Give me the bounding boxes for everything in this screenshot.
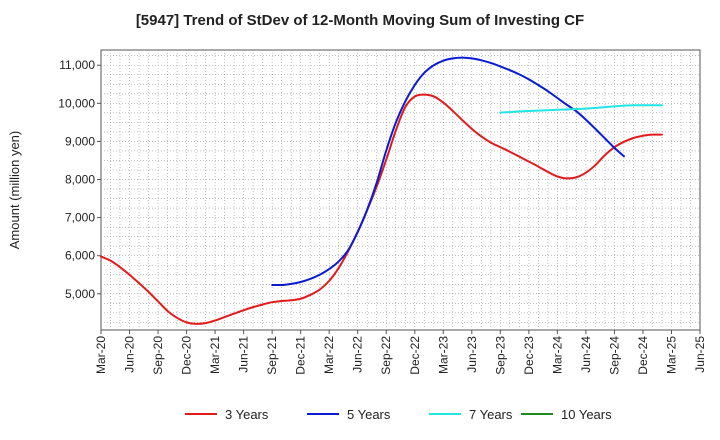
x-tick-label: Mar-24 (550, 336, 564, 374)
x-tick-label: Mar-25 (664, 336, 678, 374)
x-tick-label: Sep-23 (493, 336, 507, 375)
x-tick-label: Sep-24 (607, 336, 621, 375)
y-tick-label: 6,000 (65, 249, 95, 263)
legend-label-7-years: 7 Years (469, 407, 513, 422)
legend-label-5-years: 5 Years (347, 407, 391, 422)
x-tick-label: Mar-20 (94, 336, 108, 374)
legend-label-3-years: 3 Years (225, 407, 269, 422)
y-tick-label: 7,000 (65, 211, 95, 225)
x-tick-label: Jun-20 (123, 336, 137, 373)
plot-area (100, 49, 701, 331)
x-tick-label: Jun-24 (579, 336, 593, 373)
x-tick-label: Dec-24 (636, 336, 650, 375)
x-tick-label: Dec-21 (294, 336, 308, 375)
x-tick-label: Jun-21 (237, 336, 251, 373)
y-tick-label: 5,000 (65, 287, 95, 301)
x-tick-label: Jun-22 (351, 336, 365, 373)
x-tick-label: Sep-20 (151, 336, 165, 375)
series-line-3-years (100, 93, 663, 325)
y-tick-label: 11,000 (59, 58, 95, 72)
y-tick-label: 9,000 (65, 134, 95, 148)
x-tick-label: Dec-22 (408, 336, 422, 375)
y-tick-label: 8,000 (65, 173, 95, 187)
x-tick-label: Sep-21 (265, 336, 279, 375)
x-tick-label: Dec-23 (522, 336, 536, 375)
x-tick-label: Mar-21 (208, 336, 222, 374)
x-tick-label: Jun-23 (465, 336, 479, 373)
chart-title: [5947] Trend of StDev of 12-Month Moving… (135, 12, 585, 29)
y-axis-label: Amount (million yen) (7, 131, 22, 250)
series-line-5-years (271, 56, 625, 287)
x-tick-label: Dec-20 (180, 336, 194, 375)
x-tick-label: Mar-23 (436, 336, 450, 374)
y-tick-label: 10,000 (58, 96, 95, 110)
series-line-7-years (499, 104, 663, 114)
x-tick-label: Jun-25 (693, 336, 707, 373)
x-tick-label: Mar-22 (322, 336, 336, 374)
legend-label-10-years: 10 Years (561, 407, 612, 422)
x-tick-label: Sep-22 (379, 336, 393, 375)
